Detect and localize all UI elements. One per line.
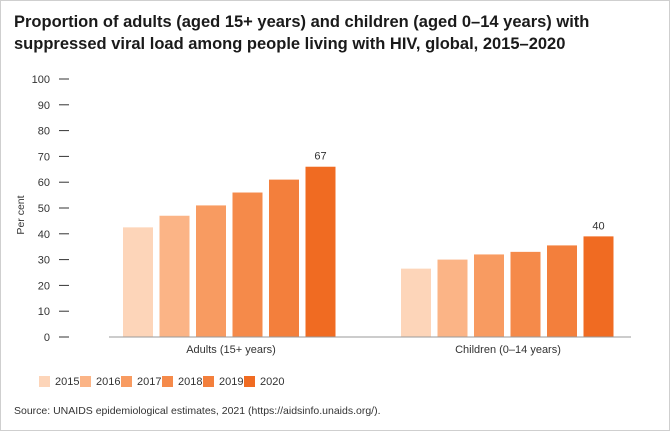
bar-adults-2020	[305, 166, 336, 337]
legend-swatch-2018	[162, 376, 173, 387]
chart-title: Proportion of adults (aged 15+ years) an…	[14, 13, 590, 53]
y-tick-label: 90	[38, 100, 50, 112]
bar-children-2017	[474, 254, 504, 337]
bar-adults-2016	[159, 215, 190, 337]
bar-adults-2015	[123, 227, 153, 337]
bar-adults-2019	[269, 179, 299, 337]
bar-adults-2017	[196, 205, 226, 337]
legend-swatch-2016	[80, 376, 91, 387]
legend-label-2019: 2019	[219, 376, 243, 388]
y-tick-label: 50	[38, 203, 50, 215]
bar-children-2019	[547, 245, 577, 337]
x-category-label: Adults (15+ years)	[186, 344, 276, 356]
y-tick-label: 40	[38, 229, 50, 241]
bar-children-2016	[437, 259, 468, 337]
bar-children-2018	[510, 251, 541, 337]
y-tick-label: 100	[32, 74, 50, 86]
y-tick-label: 20	[38, 280, 50, 292]
legend-swatch-2015	[39, 376, 50, 387]
legend-label-2017: 2017	[137, 376, 161, 388]
y-tick-label: 80	[38, 126, 50, 138]
y-tick-label: 30	[38, 255, 50, 267]
bar-adults-2018	[232, 192, 263, 337]
x-category-label: Children (0–14 years)	[455, 344, 561, 356]
legend-swatch-2019	[203, 376, 214, 387]
legend-swatch-2017	[121, 376, 132, 387]
legend-label-2018: 2018	[178, 376, 202, 388]
bar-children-2020	[583, 236, 614, 337]
y-axis-label: Per cent	[15, 195, 27, 234]
y-tick-label: 0	[44, 332, 50, 344]
legend-label-2020: 2020	[260, 376, 284, 388]
source-note: Source: UNAIDS epidemiological estimates…	[14, 405, 381, 417]
data-label: 40	[592, 220, 604, 232]
legend-swatch-2020	[244, 376, 255, 387]
y-tick-label: 70	[38, 151, 50, 163]
legend-label-2016: 2016	[96, 376, 120, 388]
bar-children-2015	[401, 268, 431, 337]
y-tick-label: 60	[38, 177, 50, 189]
data-label: 67	[314, 151, 326, 163]
y-tick-label: 10	[38, 306, 50, 318]
legend-label-2015: 2015	[55, 376, 79, 388]
